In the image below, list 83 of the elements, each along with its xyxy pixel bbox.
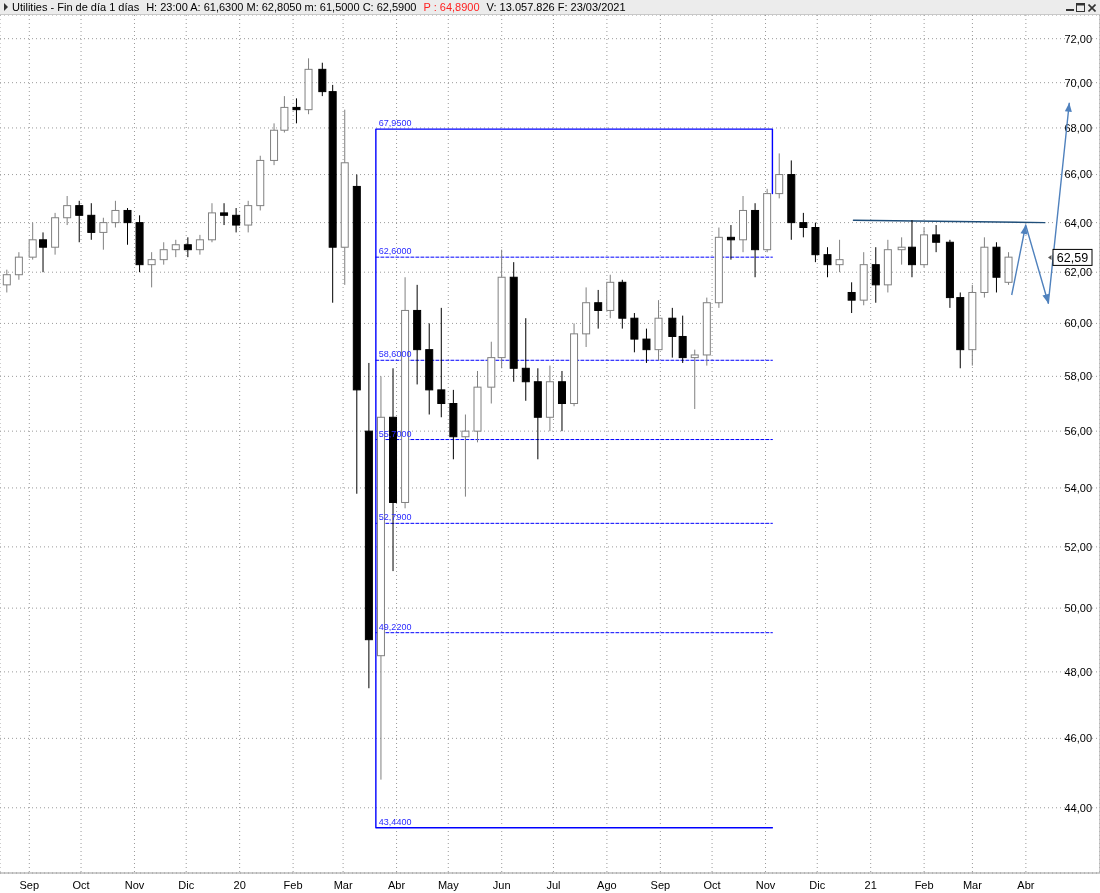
x-tick-label: Dic bbox=[809, 878, 826, 891]
candlestick bbox=[594, 289, 603, 330]
annotation: 62,6000 bbox=[378, 246, 412, 257]
x-tick-label: Sep bbox=[650, 878, 671, 891]
candlestick bbox=[775, 152, 784, 199]
text: V: 13.057.826 F: 23/03/2021 bbox=[486, 0, 626, 14]
candlestick bbox=[220, 202, 229, 226]
candlestick bbox=[668, 307, 677, 359]
candlestick bbox=[630, 312, 639, 353]
candlestick bbox=[461, 414, 470, 498]
candlestick bbox=[99, 217, 108, 251]
annotation: 58,6000 bbox=[378, 349, 412, 360]
y-tick-label: 44,00 bbox=[1064, 801, 1092, 814]
candlestick bbox=[14, 251, 23, 281]
y-tick-label: 52,00 bbox=[1064, 540, 1092, 553]
y-tick-label: 58,00 bbox=[1064, 370, 1092, 383]
candlestick bbox=[183, 236, 192, 258]
candlestick bbox=[907, 219, 916, 278]
candlestick bbox=[642, 328, 651, 364]
candlestick bbox=[232, 207, 241, 233]
candlestick bbox=[244, 200, 253, 233]
y-tick-label: 50,00 bbox=[1064, 602, 1092, 615]
x-tick-label: Ago bbox=[597, 878, 617, 891]
y-tick-label: 56,00 bbox=[1064, 425, 1092, 438]
x-tick-label: 20 bbox=[233, 878, 246, 891]
annotation: 62,59 bbox=[1056, 250, 1089, 265]
y-tick-label: 62,00 bbox=[1064, 266, 1092, 279]
candlestick bbox=[437, 307, 446, 418]
y-tick-label: 70,00 bbox=[1064, 76, 1092, 89]
candlestick bbox=[897, 236, 906, 266]
candlestick bbox=[318, 62, 327, 97]
x-tick-label: Nov bbox=[124, 878, 145, 891]
candlestick bbox=[123, 207, 132, 246]
x-tick-label: May bbox=[437, 878, 460, 891]
annotation: 43,4400 bbox=[378, 816, 412, 827]
candlestick bbox=[111, 200, 120, 229]
candlestick bbox=[87, 202, 96, 241]
x-tick-label: Abr bbox=[1017, 878, 1035, 891]
candlestick bbox=[521, 317, 530, 402]
candlestick bbox=[871, 246, 880, 304]
x-tick-label: Oct bbox=[72, 878, 90, 891]
candlestick bbox=[147, 251, 156, 288]
x-tick-label: Feb bbox=[283, 878, 303, 891]
y-tick-label: 60,00 bbox=[1064, 317, 1092, 330]
candlestick bbox=[847, 281, 856, 314]
candlestick bbox=[63, 195, 72, 226]
y-tick-label: 68,00 bbox=[1064, 121, 1092, 134]
chart-subtitle: H: 23:00 A: 61,6300 M: 62,8050 m: 61,5000 C: 62,5900 bbox=[146, 0, 417, 14]
x-tick-label: Oct bbox=[703, 878, 721, 891]
candlestick bbox=[690, 349, 699, 410]
x-tick-label: Dic bbox=[178, 878, 195, 891]
annotation: 49,2200 bbox=[378, 621, 412, 632]
chart-title: Utilities - Fin de día 1 días bbox=[12, 0, 140, 14]
y-tick-label: 64,00 bbox=[1064, 216, 1092, 229]
annotation: 67,9500 bbox=[378, 118, 412, 129]
x-tick-label: Abr bbox=[387, 878, 406, 891]
text: P : 64,8900 bbox=[423, 0, 480, 14]
x-tick-label: Sep bbox=[19, 878, 40, 891]
candlestick bbox=[159, 241, 168, 266]
candlestick bbox=[75, 200, 84, 243]
candlestick bbox=[823, 246, 832, 278]
candlestick bbox=[932, 224, 941, 253]
y-tick-label: 48,00 bbox=[1064, 665, 1092, 678]
x-tick-label: 21 bbox=[864, 878, 877, 891]
candlestick bbox=[557, 370, 566, 432]
candlestick bbox=[280, 95, 289, 134]
y-tick-label: 66,00 bbox=[1064, 168, 1092, 181]
x-tick-label: Jun bbox=[492, 878, 511, 891]
x-tick-label: Mar bbox=[962, 878, 983, 891]
x-tick-label: Nov bbox=[755, 878, 776, 891]
candlestick bbox=[678, 315, 687, 364]
x-tick-label: Feb bbox=[914, 878, 934, 891]
candlestick bbox=[39, 231, 48, 273]
x-tick-label: Mar bbox=[333, 878, 353, 891]
candlestick bbox=[292, 97, 301, 124]
candlestick bbox=[799, 212, 808, 238]
candlestick bbox=[835, 239, 844, 273]
y-tick-label: 54,00 bbox=[1064, 481, 1092, 494]
x-tick-label: Jul bbox=[546, 878, 561, 891]
y-tick-label: 72,00 bbox=[1064, 32, 1092, 45]
y-tick-label: 46,00 bbox=[1064, 732, 1092, 745]
candlestick bbox=[195, 234, 204, 256]
candlestick bbox=[28, 222, 37, 261]
